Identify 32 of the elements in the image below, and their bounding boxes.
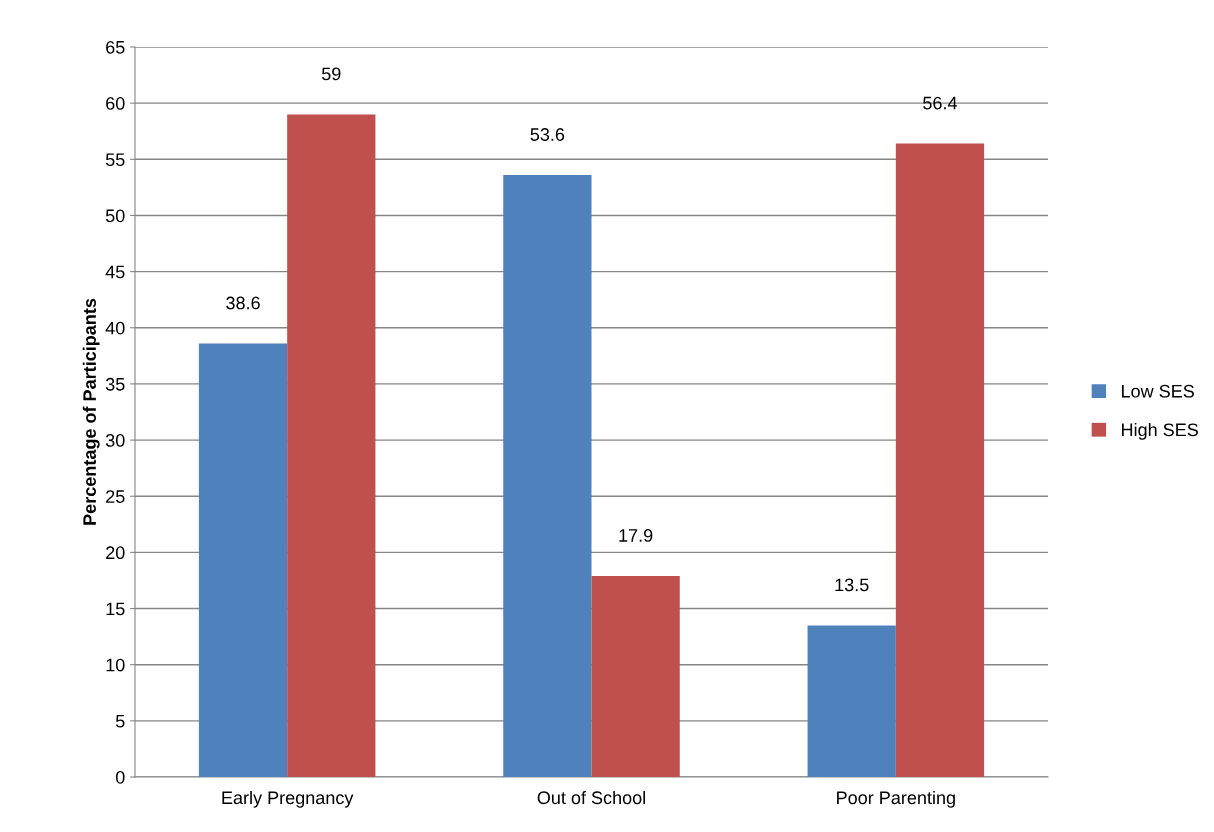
y-axis-title: Percentage of Participants	[82, 298, 100, 525]
data-label: 53.6	[530, 128, 565, 141]
bar	[591, 575, 680, 777]
y-tick-label: 10	[106, 658, 125, 672]
x-tick-label: Out of School	[537, 790, 645, 805]
x-tick-label: Poor Parenting	[837, 790, 955, 808]
y-tick-label: 15	[106, 602, 125, 616]
y-tick-label: 5	[115, 714, 125, 728]
y-tick-label: 0	[115, 770, 125, 784]
y-tick-label: 65	[106, 40, 125, 54]
bar	[807, 625, 896, 777]
y-tick-label: 40	[105, 321, 125, 335]
legend-label: Low SES	[1122, 384, 1194, 398]
data-label: 17.9	[619, 529, 653, 542]
data-label: 56.4	[923, 96, 958, 110]
x-tick-label: Early Pregnancy	[222, 790, 354, 808]
y-tick-label: 60	[106, 97, 125, 110]
y-tick-label: 45	[105, 265, 125, 279]
y-tick-label: 55	[105, 153, 125, 167]
data-label: 59	[321, 67, 341, 81]
bar	[895, 143, 985, 777]
legend-label: High SES	[1122, 422, 1198, 440]
bar	[198, 343, 288, 777]
data-label: 13.5	[835, 578, 869, 592]
y-tick-label: 25	[106, 490, 125, 503]
y-tick-label: 30	[105, 434, 125, 447]
bar	[503, 175, 592, 777]
bar	[287, 114, 376, 777]
data-label: 38.6	[226, 296, 260, 310]
y-tick-label: 20	[106, 546, 125, 560]
y-tick-label: 50	[105, 209, 125, 223]
y-tick-label: 35	[105, 377, 125, 391]
